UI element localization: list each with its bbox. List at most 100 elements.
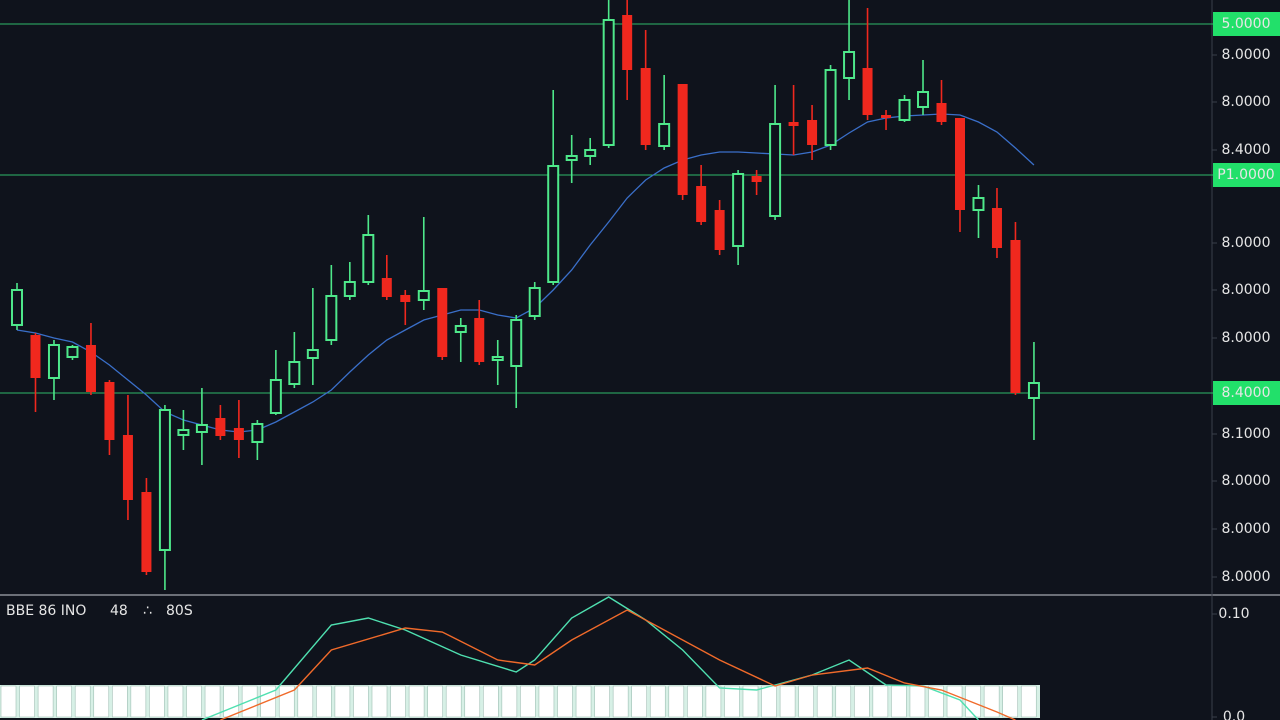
candle-body xyxy=(215,418,226,436)
y-tick-label: 8.0000 xyxy=(1222,235,1271,251)
strip-cell xyxy=(816,685,833,718)
candle-body xyxy=(602,19,615,146)
candle-body xyxy=(972,197,985,211)
candle-body xyxy=(788,122,799,126)
strip-cell xyxy=(946,685,963,718)
strip-cell xyxy=(872,685,889,718)
candle-body xyxy=(622,15,633,70)
legend-marker: ∴ xyxy=(143,603,152,619)
strip-cell xyxy=(705,685,722,718)
strip-cell xyxy=(649,685,666,718)
strip-cell xyxy=(612,685,629,718)
strip-cell xyxy=(1020,685,1037,718)
panel-title: BBE 86 INO xyxy=(6,603,86,619)
candle-body xyxy=(325,295,338,341)
strip-cell xyxy=(204,685,221,718)
strip-cell xyxy=(223,685,239,718)
strip-cell xyxy=(594,685,610,718)
candle-body xyxy=(141,492,152,572)
strip-cell xyxy=(74,685,91,718)
strip-cell xyxy=(278,685,295,718)
strip-cell xyxy=(149,685,165,718)
candle-body xyxy=(528,287,541,317)
legend-entry: 80S xyxy=(166,603,193,619)
candle-body xyxy=(565,155,578,161)
candle-body xyxy=(251,423,264,443)
candle-body xyxy=(288,361,301,385)
candle-body xyxy=(306,349,319,359)
candle-body xyxy=(1027,382,1040,399)
strip-cell xyxy=(186,685,202,718)
candle-body xyxy=(807,120,818,145)
y-tick-label: 8.0000 xyxy=(1222,521,1271,537)
strip-cell xyxy=(668,685,685,718)
strip-cell xyxy=(408,685,425,718)
strip-cell xyxy=(19,685,35,718)
candle-body xyxy=(991,208,1002,248)
candle-body xyxy=(85,345,96,392)
candle-body xyxy=(104,382,115,440)
candle-body xyxy=(122,435,133,500)
moving-average xyxy=(16,113,1035,433)
candle-body xyxy=(936,103,947,122)
candle-body xyxy=(417,290,430,301)
strip-cell xyxy=(557,685,573,718)
candle-body xyxy=(769,123,782,217)
candle-body xyxy=(510,319,523,367)
candle-body xyxy=(547,165,560,283)
candle-body xyxy=(195,424,208,433)
level-box xyxy=(1213,381,1280,405)
candle-body xyxy=(677,84,688,195)
strip-cell xyxy=(130,685,147,718)
candle-body xyxy=(843,51,856,79)
strip-cell xyxy=(390,685,406,718)
strip-cell xyxy=(260,685,277,718)
strip-cell xyxy=(631,685,648,718)
candle-body xyxy=(474,318,485,362)
candle-body xyxy=(1010,240,1021,393)
strip-cell xyxy=(37,685,54,718)
strip-cell xyxy=(167,685,184,718)
candle-body xyxy=(11,289,23,326)
candle-body xyxy=(584,149,597,157)
y-tick-label: 8.0000 xyxy=(1222,473,1271,489)
candle-body xyxy=(66,346,79,358)
strip-cell xyxy=(909,685,926,718)
candle-body xyxy=(362,234,375,283)
y-tick-label: 0.10 xyxy=(1218,606,1249,622)
candle-body xyxy=(954,118,965,210)
y-tick-label: 8.0000 xyxy=(1222,282,1271,298)
candle-body xyxy=(881,115,892,118)
strip-cell xyxy=(353,685,369,718)
strip-cell xyxy=(965,685,981,718)
y-tick-label: 8.0000 xyxy=(1222,47,1271,63)
candle-body xyxy=(732,173,745,247)
strip-cell xyxy=(371,685,388,718)
oscillator-line xyxy=(201,596,979,720)
strip-cell xyxy=(112,685,128,718)
level-box xyxy=(1213,163,1280,187)
strip-cell xyxy=(93,685,110,718)
candle-body xyxy=(658,123,671,147)
candle-body xyxy=(437,288,448,357)
candle-body xyxy=(158,409,171,551)
strip-cell xyxy=(334,685,351,718)
strip-cell xyxy=(427,685,443,718)
candle-body xyxy=(751,176,762,182)
candle-body xyxy=(400,295,411,302)
level-box xyxy=(1213,12,1280,36)
strip-cell xyxy=(538,685,555,718)
strip-cell xyxy=(297,685,314,718)
oscillator-line xyxy=(220,609,1016,720)
strip-cell xyxy=(835,685,852,718)
strip-cell xyxy=(779,685,796,718)
candle-body xyxy=(824,69,837,146)
candle-body xyxy=(696,186,707,222)
y-tick-label: 8.1000 xyxy=(1222,426,1271,442)
candle-body xyxy=(454,325,467,333)
strip-cell xyxy=(501,685,518,718)
level-label: P1.0000 xyxy=(1217,167,1274,183)
candle-body xyxy=(714,210,725,250)
